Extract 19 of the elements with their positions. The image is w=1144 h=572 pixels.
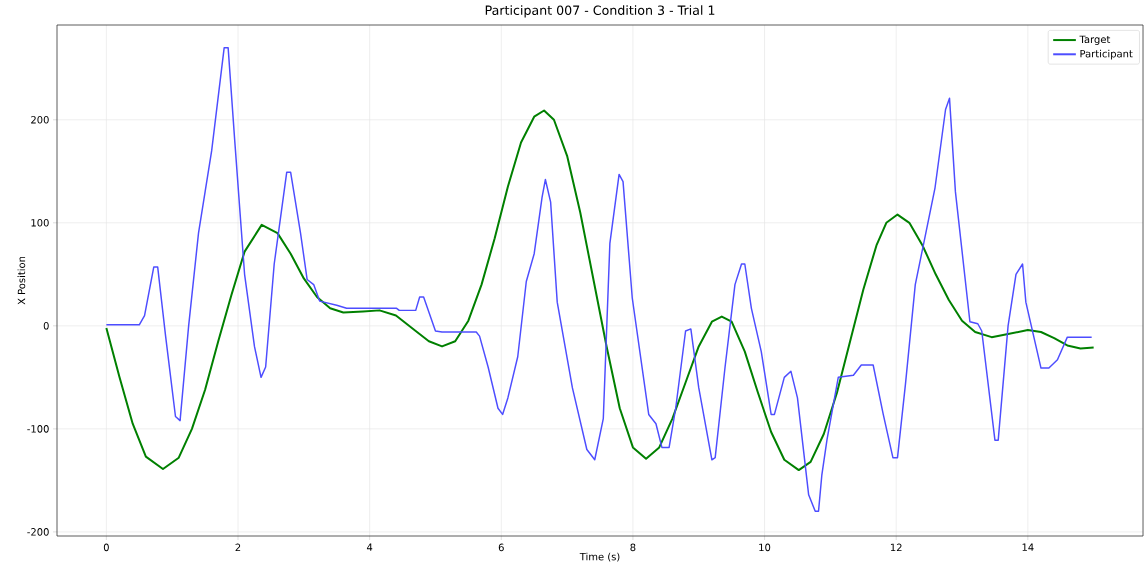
legend-label: Participant (1080, 49, 1133, 60)
y-tick-label: -100 (27, 425, 49, 433)
x-tick-label: 4 (366, 543, 373, 551)
x-tick-label: 8 (630, 543, 636, 552)
chart-title: Participant 007 - Condition 3 - Trial 1 (485, 5, 715, 18)
legend-label: Target (1079, 35, 1111, 46)
y-tick-label: 200 (31, 116, 49, 124)
x-tick-label: 12 (890, 543, 902, 551)
x-tick-label: 14 (1022, 543, 1034, 551)
x-tick-label: 6 (498, 543, 504, 552)
x-tick-label: 10 (759, 543, 771, 552)
x-tick-label: 0 (103, 543, 109, 552)
x-axis-title: Time (s) (579, 552, 620, 562)
y-tick-label: 0 (43, 322, 49, 330)
line-series (105, 109, 1095, 472)
y-tick-label: -200 (27, 528, 49, 536)
y-axis-title: X Position (17, 256, 26, 305)
y-tick-label: 100 (31, 219, 49, 227)
x-tick-label: 2 (235, 543, 241, 551)
